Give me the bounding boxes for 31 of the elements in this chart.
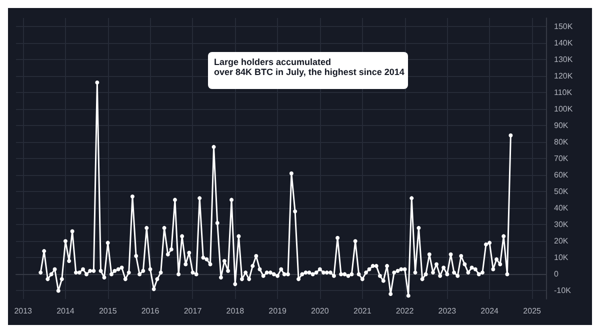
x-tick-label: 2015 [98,306,118,316]
y-tick-label: 120K [554,71,574,80]
x-tick-label: 2022 [396,306,414,316]
y-tick-label: 90K [554,120,569,130]
x-tick-label: 2020 [311,306,330,316]
y-tick-label: 110K [554,88,573,97]
x-tick-label: 2018 [226,306,245,316]
x-tick-label: 2014 [56,306,75,316]
x-tick-label: 2017 [184,306,202,316]
y-tick-label: 30K [554,220,569,230]
annotation: Large holders accumulated over 84K BTC in July, the highest since 2014 [214,57,404,77]
y-tick-label: 60K [554,170,569,180]
y-tick-label: 40K [554,204,569,213]
x-tick-label: 2025 [523,306,542,316]
x-tick-label: 2019 [268,306,287,316]
y-tick-label: 100K [554,104,574,114]
x-tick-label: 2021 [354,306,372,316]
y-tick-label: 10K [554,253,569,262]
x-tick-label: 2016 [141,306,160,316]
y-tick-label: -10K [554,286,572,296]
y-tick-label: 80K [554,137,569,146]
x-tick-label: 2023 [438,306,457,316]
x-tick-label: 2013 [14,306,33,316]
y-tick-label: 0 [554,270,559,279]
y-tick-label: 130K [554,54,574,64]
y-tick-label: 50K [554,187,569,196]
y-tick-label: 150K [554,22,574,31]
y-tick-label: 20K [554,236,569,246]
y-tick-label: 70K [554,154,569,163]
x-tick-label: 2024 [480,306,500,316]
y-tick-label: 140K [554,38,574,48]
